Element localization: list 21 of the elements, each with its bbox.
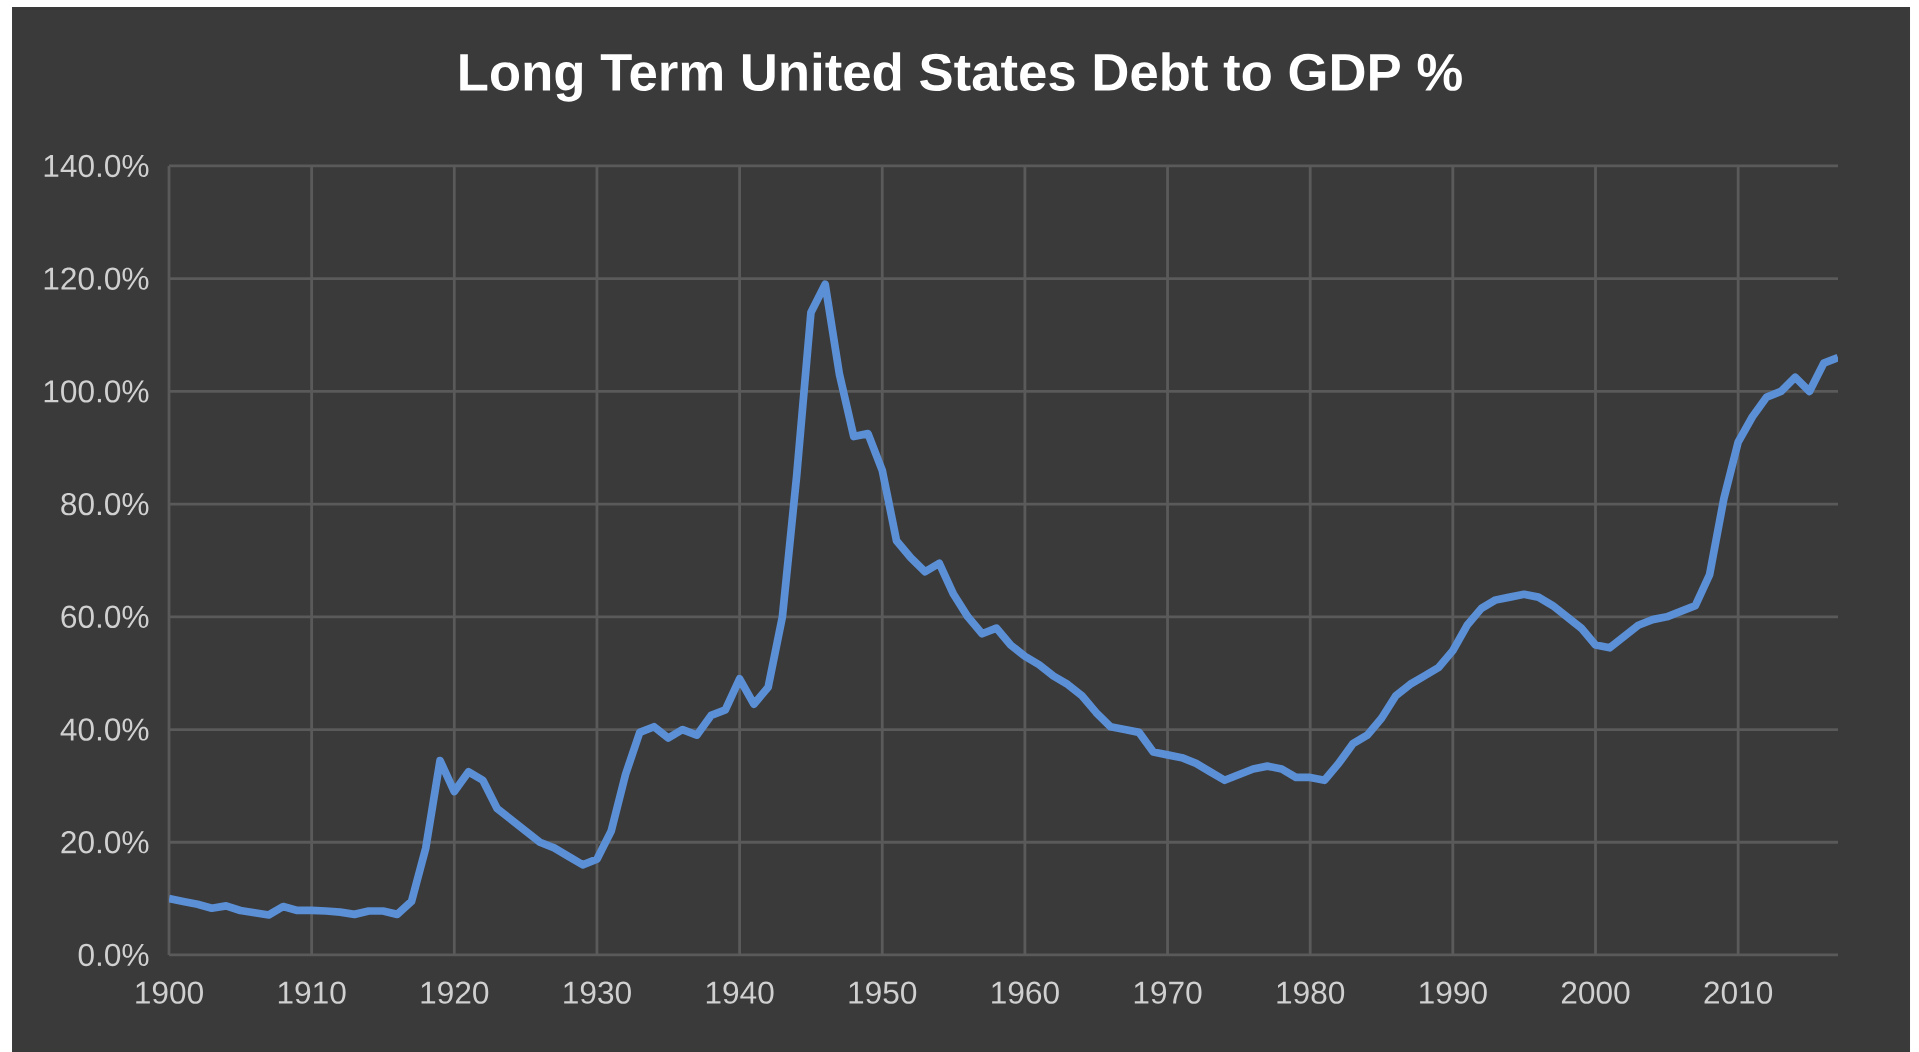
y-tick-label: 140.0% bbox=[44, 154, 149, 178]
x-tick-label: 1950 bbox=[849, 981, 917, 1004]
x-tick-label: 1980 bbox=[1277, 981, 1345, 1004]
x-tick-label: 1960 bbox=[992, 981, 1059, 1004]
y-tick-label: 120.0% bbox=[44, 267, 149, 290]
x-tick-label: 1970 bbox=[1134, 981, 1202, 1004]
x-tick-label: 2010 bbox=[1704, 981, 1773, 1004]
chart-title: Long Term United States Debt to GDP % bbox=[460, 52, 1462, 102]
y-tick-label: 0.0% bbox=[78, 943, 149, 967]
y-tick-label: 60.0% bbox=[61, 605, 149, 629]
y-tick-label: 40.0% bbox=[60, 718, 149, 741]
y-tick-label: 80.0% bbox=[61, 492, 149, 516]
x-tick-label: 2000 bbox=[1561, 981, 1630, 1004]
x-tick-label: 1940 bbox=[706, 981, 774, 1004]
x-tick-label: 1930 bbox=[564, 981, 631, 1004]
y-tick-label: 20.0% bbox=[61, 831, 149, 854]
x-tick-label: 1920 bbox=[421, 981, 489, 1004]
y-tick-label: 100.0% bbox=[44, 380, 149, 403]
x-tick-label: 1900 bbox=[136, 981, 203, 1004]
x-tick-label: 1990 bbox=[1420, 981, 1487, 1004]
x-tick-label: 1910 bbox=[278, 981, 346, 1004]
